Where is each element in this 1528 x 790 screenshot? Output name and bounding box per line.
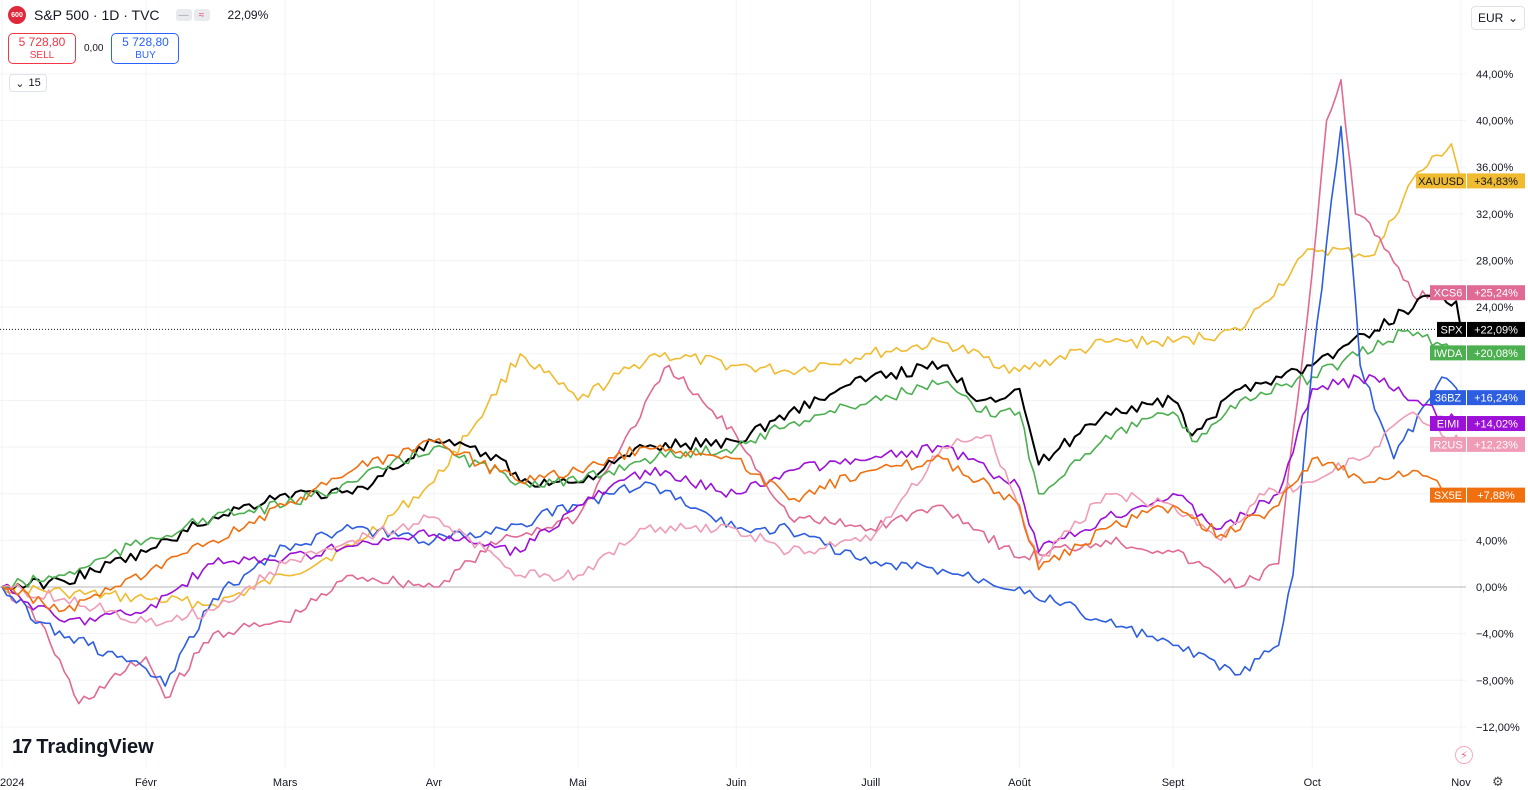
minus-icon[interactable]: — (175, 9, 192, 21)
series-value: +34,83% (1474, 176, 1518, 188)
currency-selector[interactable]: EUR ⌄ (1471, 6, 1525, 30)
series-label-36bz[interactable]: 36BZ +16,24% (1430, 390, 1525, 406)
series-name: 36BZ (1435, 393, 1462, 405)
chevron-down-icon: ⌄ (1507, 11, 1518, 25)
series-name: XCS6 (1434, 288, 1463, 300)
tradingview-logo[interactable]: 17 TradingView (12, 736, 154, 759)
y-tick-label: 0,00% (1476, 582, 1507, 594)
x-tick-label: Févr (135, 777, 157, 788)
x-tick-label: Juin (726, 777, 746, 788)
y-tick-label: −12,00% (1476, 722, 1520, 734)
y-tick-label: 40,00% (1476, 116, 1514, 128)
series-name: XAUUSD (1418, 176, 1464, 188)
series-label-r2us[interactable]: R2US +12,23% (1430, 436, 1525, 452)
series-line-36bz[interactable] (1, 125, 1462, 687)
series-line-sx5e[interactable] (1, 437, 1462, 613)
sell-button[interactable]: 5 728,80 SELL (8, 33, 76, 64)
chart-mode-pills: — ≈ (175, 9, 210, 21)
symbol-logo-icon: 600 (8, 6, 26, 24)
series-label-spx[interactable]: SPX +22,09% (1437, 321, 1525, 337)
approx-icon[interactable]: ≈ (193, 9, 210, 21)
series-name-bg (1437, 321, 1466, 337)
y-tick-label: 24,00% (1476, 302, 1514, 314)
series-value: +12,23% (1474, 439, 1518, 451)
series-line-xauusd[interactable] (1, 143, 1462, 610)
x-tick-label: 2024 (0, 777, 24, 788)
series-value-bg (1467, 285, 1525, 301)
series-value: +20,08% (1474, 348, 1518, 360)
series-value-bg (1467, 436, 1525, 452)
series-label-eimi[interactable]: EIMI +14,02% (1430, 416, 1525, 432)
series-value: +16,24% (1474, 393, 1518, 405)
y-tick-label: −8,00% (1476, 675, 1514, 687)
sell-label: SELL (29, 49, 55, 61)
series-value-bg (1467, 173, 1525, 189)
series-name: SX5E (1434, 490, 1462, 502)
series-line-spx[interactable] (1, 294, 1462, 590)
buy-label: BUY (135, 49, 156, 61)
y-tick-label: −4,00% (1476, 629, 1514, 641)
x-tick-label: Nov (1451, 777, 1471, 788)
series-label-sx5e[interactable]: SX5E +7,88% (1430, 487, 1525, 503)
interval-value: 15 (28, 77, 41, 89)
series-line-iwda[interactable] (1, 329, 1462, 588)
spread-value: 0,00 (84, 43, 104, 54)
series-name-bg (1416, 173, 1466, 189)
series-value-bg (1467, 416, 1525, 432)
sell-price: 5 728,80 (18, 34, 66, 49)
series-value-bg (1467, 345, 1525, 361)
y-tick-label: 32,00% (1476, 209, 1514, 221)
series-label-xcs6[interactable]: XCS6 +25,24% (1430, 285, 1525, 301)
tradingview-mark-icon: 17 (12, 736, 32, 758)
series-line-xcs6[interactable] (1, 79, 1462, 705)
currency-value: EUR (1478, 11, 1504, 25)
trade-panel: 5 728,80 SELL 0,00 5 728,80 BUY (8, 33, 180, 64)
series-name: SPX (1440, 324, 1463, 336)
series-name-bg (1430, 436, 1466, 452)
series-name: IWDA (1434, 348, 1463, 360)
series-value: +14,02% (1474, 419, 1518, 431)
y-tick-label: 36,00% (1476, 162, 1514, 174)
series-value-bg (1467, 390, 1525, 406)
y-tick-label: 44,00% (1476, 69, 1514, 81)
buy-price: 5 728,80 (122, 34, 169, 49)
lightning-icon[interactable]: ⚡ (1455, 746, 1473, 764)
x-tick-label: Mars (273, 777, 298, 788)
series-value-bg (1467, 487, 1525, 503)
series-name: EIMI (1437, 419, 1460, 431)
series-label-iwda[interactable]: IWDA +20,08% (1430, 345, 1525, 361)
series-line-r2us[interactable] (1, 411, 1462, 627)
series-name-bg (1430, 345, 1466, 361)
series-name-bg (1430, 390, 1466, 406)
series-name-bg (1430, 487, 1466, 503)
series-label-xauusd[interactable]: XAUUSD +34,83% (1416, 173, 1525, 189)
symbol-header: 600 S&P 500 · 1D · TVC — ≈ 22,09% (8, 6, 268, 24)
series-name-bg (1430, 285, 1466, 301)
interval-selector[interactable]: ⌄ 15 (9, 74, 47, 92)
series-value-bg (1467, 321, 1525, 337)
percent-change: 22,09% (227, 8, 269, 22)
y-tick-label: 4,00% (1476, 535, 1507, 547)
series-name-bg (1430, 416, 1466, 432)
settings-icon[interactable]: ⚙ (1492, 774, 1504, 789)
series-value: +22,09% (1474, 324, 1518, 336)
series-value: +7,88% (1477, 490, 1515, 502)
y-tick-label: 28,00% (1476, 256, 1514, 268)
chevron-down-icon: ⌄ (15, 77, 25, 90)
brand-name: TradingView (36, 736, 154, 758)
x-tick-label: Juill (861, 777, 880, 788)
x-tick-label: Mai (569, 777, 587, 788)
x-tick-label: Août (1008, 777, 1031, 788)
series-value: +25,24% (1474, 288, 1518, 300)
x-tick-label: Oct (1304, 777, 1321, 788)
x-tick-label: Sept (1162, 777, 1185, 788)
x-tick-label: Avr (426, 777, 443, 788)
buy-button[interactable]: 5 728,80 BUY (111, 33, 180, 64)
series-name: R2US (1433, 439, 1462, 451)
series-line-eimi[interactable] (1, 374, 1462, 626)
symbol-title[interactable]: S&P 500 · 1D · TVC (34, 7, 160, 23)
